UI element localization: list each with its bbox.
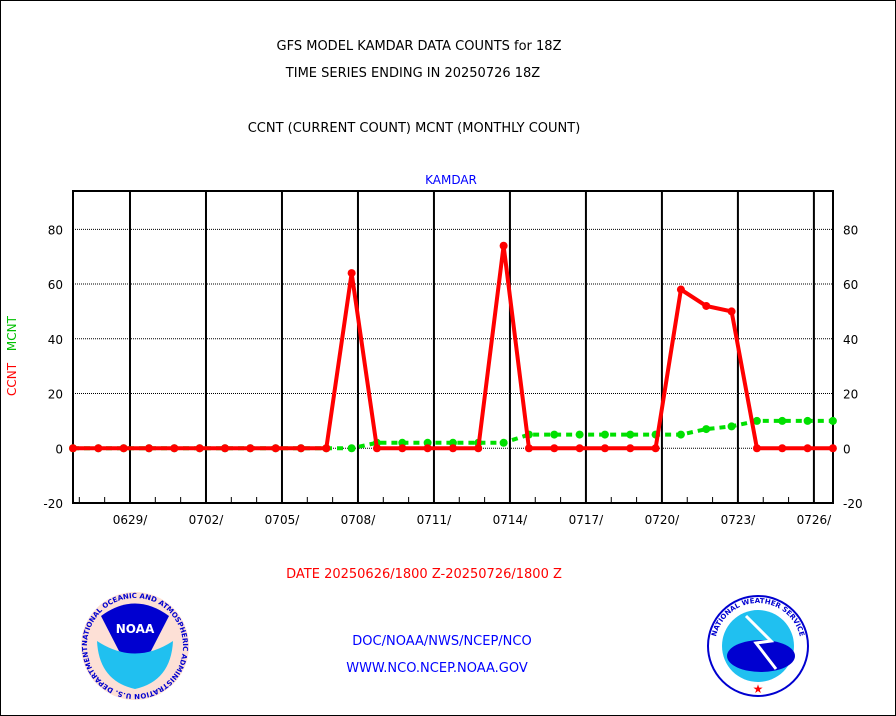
y-tick-label-left: 20	[48, 388, 63, 402]
y-tick-label-left: -20	[43, 497, 63, 511]
y-tick-label-right: -20	[843, 497, 863, 511]
data-point-ccnt	[271, 444, 280, 453]
data-point-mcnt	[778, 416, 787, 425]
y-tick-label-right: 0	[843, 442, 851, 456]
y-tick-label-right: 40	[843, 333, 858, 347]
data-point-ccnt	[474, 444, 483, 453]
data-point-ccnt	[69, 444, 77, 453]
data-point-mcnt	[752, 416, 761, 425]
data-point-mcnt	[448, 438, 457, 447]
noaa-logo: NOAA NATIONAL OCEANIC AND ATMOSPHERIC AD…	[1, 1, 189, 700]
data-point-mcnt	[626, 430, 635, 439]
org-path: DOC/NOAA/NWS/NCEP/NCO	[352, 634, 532, 649]
x-tick-label: 0629/	[113, 513, 149, 527]
data-point-ccnt	[828, 444, 837, 453]
noaa-logo-ring-text: NATIONAL OCEANIC AND ATMOSPHERIC ADMINIS…	[1, 1, 189, 700]
plot-border	[72, 190, 834, 504]
data-point-ccnt	[195, 444, 204, 453]
chart-title: GFS MODEL KAMDAR DATA COUNTS for 18Z	[276, 39, 562, 54]
data-point-mcnt	[600, 430, 609, 439]
y-tick-label-right: 60	[843, 278, 858, 292]
data-point-ccnt	[246, 444, 255, 453]
data-point-mcnt	[423, 438, 432, 447]
data-point-ccnt	[322, 444, 331, 453]
data-point-mcnt	[803, 416, 812, 425]
nws-logo: ★ NATIONAL WEATHER SERVICE	[707, 595, 809, 697]
data-point-ccnt	[296, 444, 305, 453]
data-point-mcnt	[550, 430, 559, 439]
chart-title-line2: TIME SERIES ENDING IN 20250726 18Z	[285, 66, 541, 81]
noaa-logo-ring: NATIONAL OCEANIC AND ATMOSPHERIC ADMINIS…	[1, 1, 189, 700]
data-point-ccnt	[651, 444, 660, 453]
plot-title: KAMDAR	[425, 173, 477, 187]
data-point-ccnt	[119, 444, 128, 453]
x-tick-label: 0714/	[493, 513, 529, 527]
data-point-ccnt	[144, 444, 153, 453]
data-point-ccnt	[778, 444, 787, 453]
data-point-mcnt	[828, 416, 837, 425]
data-point-ccnt	[94, 444, 103, 453]
data-point-mcnt	[702, 425, 711, 434]
data-point-ccnt	[220, 444, 229, 453]
data-point-ccnt	[727, 307, 736, 316]
x-tick-label: 0723/	[721, 513, 757, 527]
data-point-mcnt	[676, 430, 685, 439]
x-tick-label: 0726/	[797, 513, 833, 527]
data-point-ccnt	[702, 301, 711, 310]
data-point-ccnt	[398, 444, 407, 453]
data-point-ccnt	[372, 444, 381, 453]
svg-text:★: ★	[753, 682, 764, 696]
y-tick-label-right: 80	[843, 223, 858, 237]
data-point-ccnt	[550, 444, 559, 453]
data-point-ccnt	[575, 444, 584, 453]
y-tick-label-left: 60	[48, 278, 63, 292]
website-link[interactable]: WWW.NCO.NCEP.NOAA.GOV	[346, 661, 528, 676]
data-point-ccnt	[347, 269, 356, 278]
date-range: DATE 20250626/1800 Z-20250726/1800 Z	[286, 567, 562, 582]
y-tick-label-left: 80	[48, 223, 63, 237]
data-point-mcnt	[575, 430, 584, 439]
x-tick-label: 0708/	[341, 513, 377, 527]
data-point-mcnt	[347, 444, 356, 453]
y-tick-label-left: 0	[55, 442, 63, 456]
data-point-ccnt	[499, 241, 508, 250]
data-point-ccnt	[524, 444, 533, 453]
data-point-mcnt	[398, 438, 407, 447]
data-point-mcnt	[727, 422, 736, 431]
data-point-ccnt	[676, 285, 685, 294]
data-point-mcnt	[499, 438, 508, 447]
x-tick-label: 0711/	[417, 513, 453, 527]
chart-subtitle: CCNT (CURRENT COUNT) MCNT (MONTHLY COUNT…	[247, 121, 581, 136]
y-tick-label-right: 20	[843, 388, 858, 402]
data-point-ccnt	[626, 444, 635, 453]
data-point-ccnt	[803, 444, 812, 453]
data-point-ccnt	[600, 444, 609, 453]
noaa-logo-text: NOAA	[116, 622, 155, 636]
x-tick-label: 0702/	[189, 513, 225, 527]
x-tick-label: 0720/	[645, 513, 681, 527]
data-point-ccnt	[170, 444, 179, 453]
x-tick-label: 0705/	[265, 513, 301, 527]
data-point-ccnt	[448, 444, 457, 453]
x-tick-label: 0717/	[569, 513, 605, 527]
y-tick-label-left: 40	[48, 333, 63, 347]
data-point-ccnt	[752, 444, 761, 453]
data-point-ccnt	[423, 444, 432, 453]
